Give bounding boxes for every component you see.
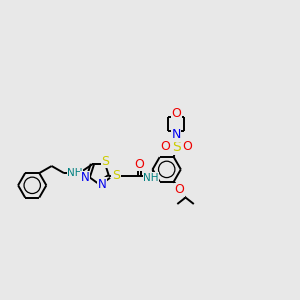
Text: N: N [81, 171, 90, 184]
Text: S: S [101, 155, 110, 168]
Text: N: N [98, 178, 107, 191]
Text: S: S [172, 140, 181, 154]
Text: O: O [175, 183, 184, 196]
Text: S: S [112, 169, 120, 182]
Text: NH: NH [68, 168, 83, 178]
Text: N: N [171, 128, 181, 141]
Text: O: O [160, 140, 170, 153]
Text: O: O [182, 140, 192, 153]
Text: NH: NH [143, 173, 159, 183]
Text: O: O [134, 158, 144, 171]
Text: O: O [171, 107, 181, 120]
